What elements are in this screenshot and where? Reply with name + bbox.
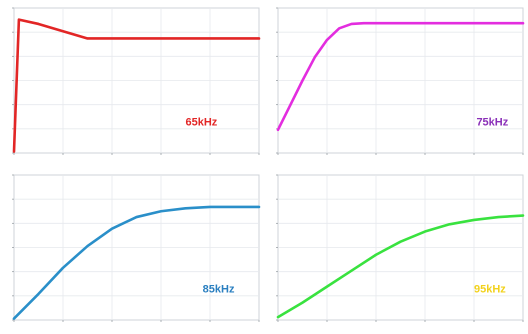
axis-ticks [276,174,524,322]
gridlines [278,8,523,153]
axis-ticks [12,174,260,322]
gridlines [14,175,259,320]
chart-svg: 95kHz [276,174,525,322]
gridlines [278,175,523,320]
chart-svg: 85kHz [12,174,261,322]
series-line [12,205,261,320]
axis-ticks [276,7,524,155]
chart-panel-4: 95kHz [264,167,528,334]
series-line [276,21,525,132]
frequency-label: 85kHz [203,283,235,295]
chart-panel-1: 65kHz [0,0,264,167]
chart-panel-2: 75kHz [264,0,528,167]
frequency-label: 75kHz [476,116,508,128]
series-line [276,214,525,319]
chart-svg: 65kHz [12,7,261,155]
chart-svg: 75kHz [276,7,525,155]
axis-ticks [12,7,260,155]
series-line [12,18,261,153]
chart-panel-3: 85kHz [0,167,264,334]
frequency-label: 65kHz [186,116,218,128]
frequency-label: 95kHz [474,283,506,295]
